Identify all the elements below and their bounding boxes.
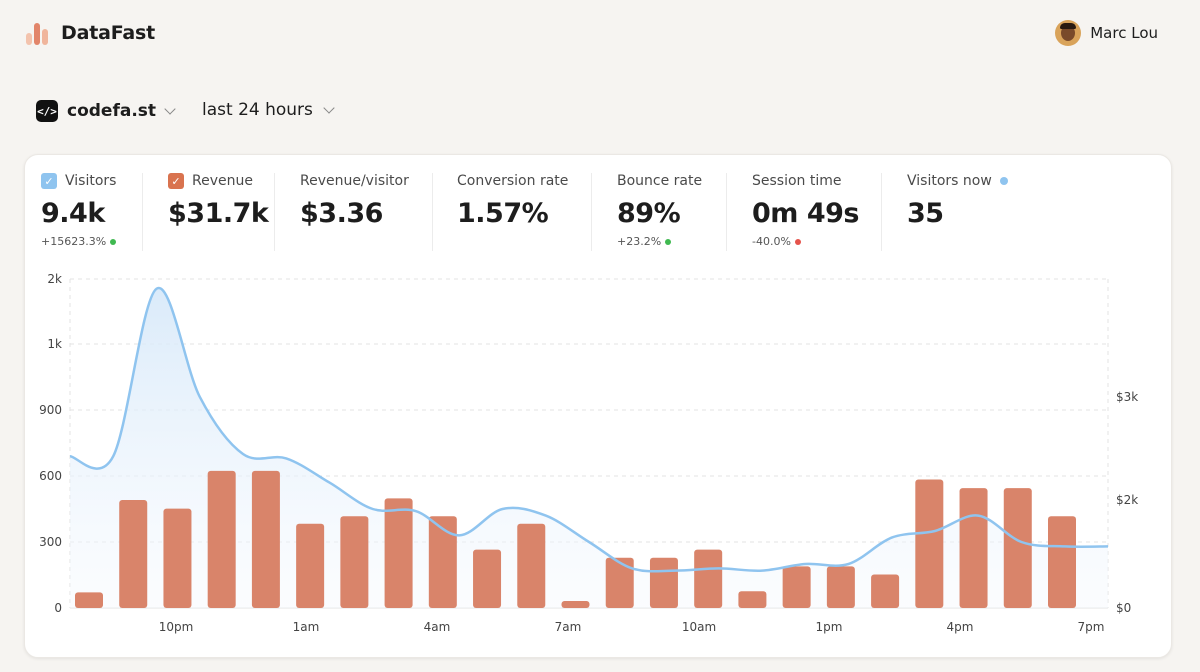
y-tick-label: 0	[54, 601, 62, 615]
metric-value: 0m 49s	[752, 198, 859, 229]
divider	[591, 173, 592, 251]
top-header: DataFast Marc Lou	[0, 0, 1200, 70]
metric-value: 89%	[617, 198, 681, 229]
x-tick-label: 1pm	[816, 620, 843, 634]
revenue-bar[interactable]	[163, 508, 192, 608]
visitors-area	[70, 287, 1108, 608]
y-tick-label: 300	[39, 535, 62, 549]
revenue-bar[interactable]	[738, 591, 767, 608]
metric-label: Session time	[752, 173, 842, 189]
revenue-bar[interactable]	[915, 479, 944, 608]
x-tick-label: 4am	[424, 620, 451, 634]
revenue-bar[interactable]	[871, 574, 900, 608]
metric-revenue-per-visitor[interactable]: Revenue/visitor $3.36	[300, 173, 409, 229]
y-tick-label: 900	[39, 403, 62, 417]
x-tick-label: 7am	[555, 620, 582, 634]
trend-down-dot-icon	[794, 238, 801, 245]
revenue-bar[interactable]	[694, 549, 723, 608]
metric-change: +15623.3%	[41, 235, 107, 248]
revenue-bar[interactable]	[75, 592, 103, 608]
right-y-tick-label: $3k	[1116, 390, 1138, 404]
visitors-checkbox-icon[interactable]: ✓	[41, 173, 57, 189]
trend-up-dot-icon	[665, 238, 672, 245]
x-tick-label: 10am	[682, 620, 716, 634]
avatar	[1055, 20, 1082, 46]
site-name: codefa.st	[67, 101, 157, 121]
metric-session-time[interactable]: Session time 0m 49s -40.0%	[752, 173, 859, 248]
user-name: Marc Lou	[1090, 24, 1158, 42]
trend-up-dot-icon	[110, 238, 117, 245]
revenue-bar[interactable]	[605, 557, 634, 608]
revenue-bar[interactable]	[1003, 488, 1032, 608]
metric-label: Revenue/visitor	[300, 173, 409, 189]
revenue-bar[interactable]	[959, 488, 988, 608]
revenue-bar[interactable]	[649, 557, 678, 608]
chevron-down-icon	[323, 101, 335, 114]
live-dot-icon	[999, 177, 1008, 185]
revenue-checkbox-icon[interactable]: ✓	[168, 173, 184, 189]
site-selector[interactable]: </> codefa.st	[36, 100, 176, 122]
x-tick-label: 10pm	[159, 620, 194, 634]
visitors-line[interactable]	[69, 287, 1109, 573]
metric-visitors-now[interactable]: Visitors now 35	[907, 173, 1008, 229]
revenue-bar[interactable]	[207, 470, 236, 608]
revenue-bar[interactable]	[384, 498, 413, 608]
metric-label: Revenue	[192, 173, 253, 189]
revenue-bar[interactable]	[517, 523, 546, 608]
visitors-revenue-chart[interactable]: 0 300 600 900 1k 2k $0 $2k $3k 10pm 1am 4am 7am 10am 1…	[25, 155, 1173, 659]
revenue-bar[interactable]	[119, 500, 148, 608]
revenue-bar[interactable]	[561, 600, 590, 608]
right-y-tick-label: $0	[1116, 601, 1131, 615]
metric-value: 9.4k	[41, 198, 105, 229]
revenue-bar[interactable]	[1048, 516, 1076, 608]
revenue-bar[interactable]	[473, 549, 502, 608]
divider	[142, 173, 143, 251]
divider	[274, 173, 275, 251]
divider	[432, 173, 433, 251]
right-y-tick-label: $2k	[1116, 493, 1138, 507]
metric-change: +23.2%	[617, 235, 662, 248]
date-range-label: last 24 hours	[202, 100, 313, 120]
metric-revenue[interactable]: ✓ Revenue $31.7k	[168, 173, 269, 229]
revenue-bar[interactable]	[428, 516, 457, 608]
date-range-selector[interactable]: last 24 hours	[202, 100, 335, 120]
chevron-down-icon	[164, 102, 176, 115]
code-icon: </>	[36, 100, 58, 122]
datafast-logo-icon[interactable]	[26, 23, 50, 45]
divider	[726, 173, 727, 251]
revenue-bar[interactable]	[826, 566, 855, 608]
metric-change: -40.0%	[752, 235, 791, 248]
y-tick-label: 1k	[47, 337, 62, 351]
revenue-bar[interactable]	[251, 470, 280, 608]
x-tick-label: 4pm	[947, 620, 974, 634]
metric-conversion-rate[interactable]: Conversion rate 1.57%	[457, 173, 568, 229]
metric-label: Conversion rate	[457, 173, 569, 189]
analytics-card: ✓ Visitors 9.4k +15623.3% ✓ Revenue $31.…	[24, 154, 1172, 658]
metric-label: Bounce rate	[617, 173, 703, 189]
metric-value: 35	[907, 198, 944, 229]
metric-value: $3.36	[300, 198, 383, 229]
user-menu[interactable]: Marc Lou	[1055, 20, 1158, 46]
x-tick-label: 1am	[293, 620, 320, 634]
revenue-bar[interactable]	[782, 566, 811, 608]
x-tick-label: 7pm	[1078, 620, 1105, 634]
brand-name[interactable]: DataFast	[61, 22, 155, 44]
metric-value: 1.57%	[457, 198, 549, 229]
divider	[881, 173, 882, 251]
metric-label: Visitors	[65, 173, 117, 189]
revenue-bar[interactable]	[340, 516, 369, 608]
metric-visitors[interactable]: ✓ Visitors 9.4k +15623.3%	[41, 173, 116, 248]
y-tick-label: 600	[39, 469, 62, 483]
metric-label: Visitors now	[907, 173, 992, 189]
y-tick-label: 2k	[47, 272, 62, 286]
metric-bounce-rate[interactable]: Bounce rate 89% +23.2%	[617, 173, 702, 248]
revenue-bar[interactable]	[296, 523, 325, 608]
metric-value: $31.7k	[168, 198, 269, 229]
